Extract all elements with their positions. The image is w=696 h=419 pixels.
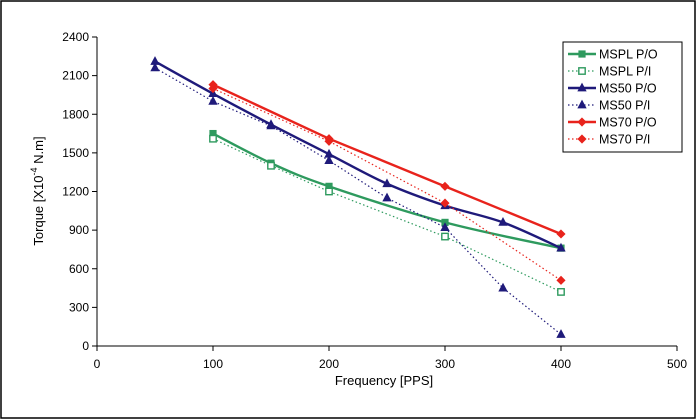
- data-point-ms70-p-i: [208, 83, 218, 94]
- axes-layer: 0 300 600 900 1200 1500 1800 2100 2400 0 100 200 300…: [62, 30, 687, 371]
- y-tick-label: 2100: [62, 69, 89, 83]
- data-point-ms70-p-o: [556, 229, 566, 239]
- data-point-ms50-p-i: [208, 96, 218, 105]
- y-axis-title-prefix: Torque [X10: [31, 175, 46, 245]
- series-line-ms70-p-i: [212, 87, 562, 281]
- y-axis-title: Torque [X10-4 N.m]: [29, 136, 46, 245]
- data-point-ms70-p-i: [324, 136, 334, 146]
- data-point-mspl-p-i: [557, 288, 565, 296]
- legend: MSPL P/O MSPL P/I MS50 P/O MS50 P/I MS70 P/O…: [562, 41, 683, 153]
- y-tick-label: 1500: [62, 146, 89, 160]
- y-tick-label: 900: [69, 223, 89, 237]
- series-ms50-p-i: [150, 62, 566, 338]
- y-tick-label: 1200: [62, 185, 89, 199]
- series-layer: [150, 56, 566, 338]
- legend-marker-ms70-p-o: [577, 117, 587, 127]
- series-ms70-p-i: [208, 83, 566, 285]
- y-tick-label: 600: [69, 262, 89, 276]
- data-point-mspl-p-i: [325, 187, 333, 196]
- series-mspl-p-i: [209, 134, 565, 296]
- y-tick-label: 1800: [62, 107, 89, 121]
- legend-marker-mspl-p-i: [578, 67, 586, 75]
- legend-marker-ms50-p-i: [577, 99, 587, 109]
- x-tick-label: 100: [203, 357, 223, 371]
- legend-label-ms50-p-i: MS50 P/I: [599, 99, 650, 113]
- x-tick-label: 0: [94, 357, 101, 371]
- y-tick-label: 300: [69, 300, 89, 314]
- y-axis-title-superscript: -4: [29, 167, 39, 175]
- data-point-ms50-p-i: [440, 222, 450, 231]
- y-tick-label: 2400: [62, 30, 89, 44]
- data-point-ms70-p-o: [440, 181, 450, 191]
- data-point-mspl-p-i: [441, 232, 449, 241]
- data-point-ms50-p-o: [382, 178, 392, 188]
- legend-label-ms50-p-o: MS50 P/O: [599, 82, 657, 96]
- series-line-mspl-p-o: [212, 132, 562, 250]
- legend-label-ms70-p-o: MS70 P/O: [599, 116, 657, 130]
- data-point-ms70-p-i: [440, 198, 450, 208]
- legend-marker-mspl-p-o: [578, 50, 586, 58]
- legend-label-ms70-p-i: MS70 P/I: [599, 133, 650, 147]
- data-point-ms50-p-o: [556, 242, 566, 252]
- legend-label-mspl-p-i: MSPL P/I: [599, 65, 651, 79]
- data-point-ms50-p-i: [382, 192, 392, 202]
- x-tick-label: 200: [319, 357, 339, 371]
- data-point-ms50-p-i: [324, 155, 334, 164]
- x-tick-label: 400: [551, 357, 571, 371]
- y-axis-title-suffix: N.m]: [31, 136, 46, 167]
- legend-label-mspl-p-o: MSPL P/O: [599, 48, 658, 62]
- data-point-ms50-p-i: [150, 62, 160, 72]
- legend-box: [562, 41, 683, 153]
- series-line-ms70-p-o: [212, 83, 562, 236]
- legend-marker-ms70-p-i: [577, 134, 587, 144]
- x-tick-label: 500: [667, 357, 687, 371]
- x-tick-label: 300: [435, 357, 455, 371]
- legend-marker-ms50-p-o: [577, 82, 587, 92]
- data-point-ms70-p-i: [556, 275, 566, 285]
- data-point-ms50-p-o: [498, 217, 508, 226]
- data-point-mspl-p-i: [267, 161, 275, 170]
- y-tick-label: 0: [82, 339, 89, 353]
- data-point-ms50-p-i: [266, 120, 276, 130]
- series-line-ms50-p-i: [154, 67, 562, 335]
- data-point-ms50-p-i: [556, 329, 566, 338]
- x-axis-title: Frequency [PPS]: [335, 373, 433, 388]
- data-point-mspl-p-i: [209, 134, 217, 143]
- data-point-ms50-p-i: [498, 282, 508, 292]
